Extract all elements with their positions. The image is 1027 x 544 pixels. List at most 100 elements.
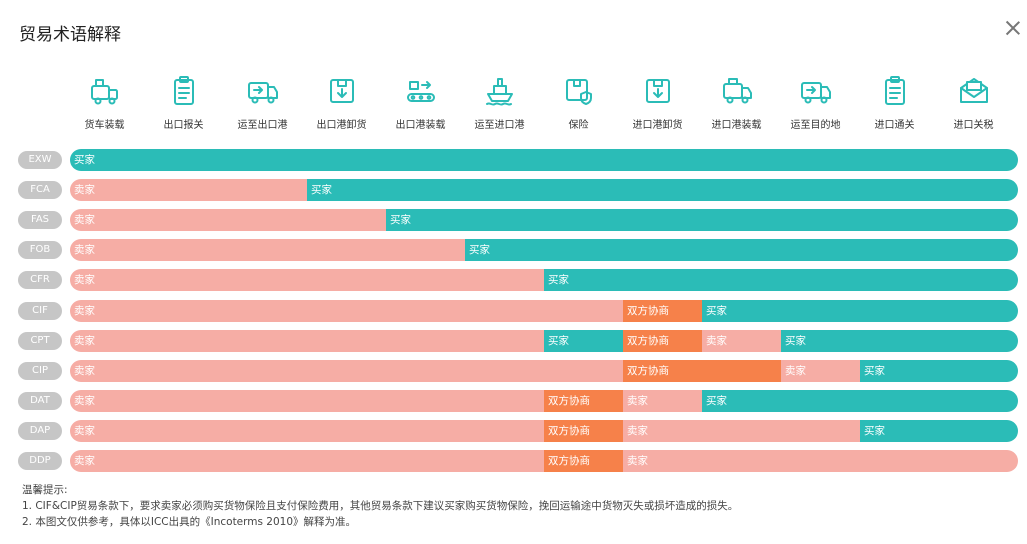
notes-line-2: 2. 本图文仅供参考，具体以ICC出具的《Incoterms 2010》解释为准… bbox=[22, 516, 357, 528]
buyer-segment: 买家 bbox=[860, 420, 1018, 442]
seller-segment: 卖家 bbox=[781, 360, 860, 382]
both-segment: 双方协商 bbox=[623, 300, 702, 322]
stage-label: 进口关税 bbox=[953, 120, 994, 131]
term-row-dap: DAP 卖家 双方协商 卖家 买家 bbox=[0, 420, 1027, 442]
seller-segment: 卖家 bbox=[623, 450, 1018, 472]
seller-segment: 卖家 bbox=[70, 360, 623, 382]
stage-label: 出口报关 bbox=[163, 120, 204, 131]
truck-arrow-icon bbox=[247, 82, 278, 104]
buyer-segment: 买家 bbox=[781, 330, 1018, 352]
buyer-segment: 买家 bbox=[544, 269, 1018, 291]
stage-label: 出口港装载 bbox=[395, 120, 446, 131]
stage-1: 货车装载 bbox=[65, 74, 145, 131]
stage-6: 运至进口港 bbox=[460, 74, 540, 131]
box-down-icon bbox=[329, 79, 354, 103]
ship-icon bbox=[485, 78, 513, 106]
both-segment: 双方协商 bbox=[544, 420, 623, 442]
term-row-cfr: CFR 卖家 买家 bbox=[0, 269, 1027, 291]
term-badge: CPT bbox=[18, 332, 62, 350]
term-badge: CIP bbox=[18, 362, 62, 380]
stage-8: 进口港卸货 bbox=[618, 74, 698, 131]
buyer-segment: 买家 bbox=[702, 390, 1018, 412]
buyer-segment: 买家 bbox=[860, 360, 1018, 382]
stage-label: 进口港卸货 bbox=[632, 120, 683, 131]
responsibility-bar: 卖家 买家 bbox=[70, 209, 1018, 231]
responsibility-bar: 买家 bbox=[70, 149, 1018, 171]
buyer-segment: 买家 bbox=[702, 300, 1018, 322]
term-badge: FAS bbox=[18, 211, 62, 229]
term-badge: FCA bbox=[18, 181, 62, 199]
clipboard-icon bbox=[884, 76, 905, 105]
buyer-segment: 买家 bbox=[307, 179, 1018, 201]
conveyor-icon bbox=[406, 81, 435, 102]
buyer-segment: 买家 bbox=[386, 209, 1018, 231]
responsibility-bar: 卖家 买家 双方协商 卖家 买家 bbox=[70, 330, 1018, 352]
both-segment: 双方协商 bbox=[623, 360, 781, 382]
seller-segment: 卖家 bbox=[623, 420, 860, 442]
stage-label: 运至目的地 bbox=[790, 120, 841, 131]
stage-label: 出口港卸货 bbox=[316, 120, 367, 131]
term-row-cip: CIP 卖家 双方协商 卖家 买家 bbox=[0, 360, 1027, 382]
stage-label: 运至出口港 bbox=[237, 120, 288, 131]
truck-box-icon bbox=[722, 78, 752, 104]
term-badge: DAP bbox=[18, 422, 62, 440]
seller-segment: 卖家 bbox=[70, 269, 544, 291]
term-row-cpt: CPT 卖家 买家 双方协商 卖家 买家 bbox=[0, 330, 1027, 352]
seller-segment: 卖家 bbox=[70, 450, 544, 472]
responsibility-bar: 卖家 双方协商 卖家 买家 bbox=[70, 360, 1018, 382]
notes-line-1: 1. CIF&CIP贸易条款下，要求卖家必须购买货物保险且支付保险费用，其他贸易… bbox=[22, 500, 739, 512]
seller-segment: 卖家 bbox=[623, 390, 702, 412]
box-down-icon bbox=[645, 79, 670, 103]
term-row-fob: FOB 卖家 买家 bbox=[0, 239, 1027, 261]
responsibility-bar: 卖家 买家 bbox=[70, 269, 1018, 291]
seller-segment: 卖家 bbox=[70, 330, 544, 352]
responsibility-bar: 卖家 买家 bbox=[70, 239, 1018, 261]
stage-header: 货车装载 出口报关 运至出口港 出口港卸货 出口港装载 运至进口港 保险 进口港卸货 进口港装载… bbox=[0, 0, 1027, 140]
notes: 温馨提示: 1. CIF&CIP贸易条款下，要求卖家必须购买货物保险且支付保险费… bbox=[22, 482, 738, 530]
term-row-dat: DAT 卖家 双方协商 卖家 买家 bbox=[0, 390, 1027, 412]
stage-10: 运至目的地 bbox=[776, 74, 856, 131]
stage-label: 保险 bbox=[568, 120, 589, 131]
stage-7: 保险 bbox=[539, 74, 619, 131]
term-badge: DDP bbox=[18, 452, 62, 470]
stage-9: 进口港装载 bbox=[697, 74, 777, 131]
stage-4: 出口港卸货 bbox=[302, 74, 382, 131]
both-segment: 双方协商 bbox=[544, 390, 623, 412]
stage-12: 进口关税 bbox=[934, 74, 1014, 131]
tax-envelope-icon bbox=[959, 78, 988, 103]
term-badge: CFR bbox=[18, 271, 62, 289]
term-row-fas: FAS 卖家 买家 bbox=[0, 209, 1027, 231]
responsibility-bar: 卖家 双方协商 卖家 买家 bbox=[70, 390, 1018, 412]
box-shield-icon bbox=[565, 79, 592, 105]
both-segment: 双方协商 bbox=[544, 450, 623, 472]
notes-heading: 温馨提示: bbox=[22, 484, 68, 496]
term-badge: EXW bbox=[18, 151, 62, 169]
stage-5: 出口港装载 bbox=[381, 74, 461, 131]
seller-segment: 卖家 bbox=[70, 209, 386, 231]
seller-segment: 卖家 bbox=[70, 179, 307, 201]
term-row-ddp: DDP 卖家 双方协商 卖家 bbox=[0, 450, 1027, 472]
stage-label: 运至进口港 bbox=[474, 120, 525, 131]
clipboard-icon bbox=[173, 76, 194, 105]
stage-3: 运至出口港 bbox=[223, 74, 303, 131]
stage-label: 进口港装载 bbox=[711, 120, 762, 131]
term-row-cif: CIF 卖家 双方协商 买家 bbox=[0, 300, 1027, 322]
term-row-fca: FCA 卖家 买家 bbox=[0, 179, 1027, 201]
term-badge: FOB bbox=[18, 241, 62, 259]
seller-segment: 卖家 bbox=[70, 239, 465, 261]
seller-segment: 卖家 bbox=[702, 330, 781, 352]
stage-label: 货车装载 bbox=[84, 120, 125, 131]
responsibility-bar: 卖家 双方协商 卖家 买家 bbox=[70, 420, 1018, 442]
term-badge: CIF bbox=[18, 302, 62, 320]
buyer-segment: 买家 bbox=[70, 149, 1018, 171]
responsibility-bar: 卖家 买家 bbox=[70, 179, 1018, 201]
stage-2: 出口报关 bbox=[144, 74, 224, 131]
dialog-title: 贸易术语解释 bbox=[19, 25, 121, 45]
stage-label: 进口通关 bbox=[874, 120, 915, 131]
buyer-segment: 买家 bbox=[465, 239, 1018, 261]
seller-segment: 卖家 bbox=[70, 420, 544, 442]
responsibility-bar: 卖家 双方协商 买家 bbox=[70, 300, 1018, 322]
seller-segment: 卖家 bbox=[70, 390, 544, 412]
truck-loading-icon bbox=[90, 79, 118, 105]
responsibility-bar: 卖家 双方协商 卖家 bbox=[70, 450, 1018, 472]
